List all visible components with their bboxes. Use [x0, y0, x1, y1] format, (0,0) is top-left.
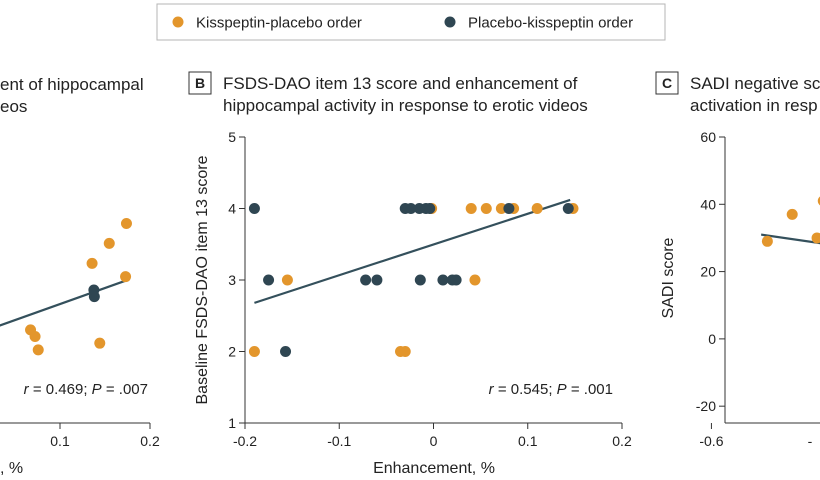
- y-tick-label: 2: [228, 344, 236, 360]
- legend-marker-kisspeptin-placebo: [172, 16, 184, 28]
- point-kisspeptin-placebo: [32, 344, 44, 356]
- panel-b-letter-box: [188, 71, 212, 95]
- panel-b-title-line-2: hippocampal activity in response to erot…: [223, 96, 588, 115]
- point-kisspeptin-placebo: [469, 274, 481, 286]
- point-placebo-kisspeptin: [414, 274, 426, 286]
- panel-a-title-line-2: eos: [0, 97, 27, 116]
- panel-a-fit-line: [0, 279, 126, 327]
- point-kisspeptin-placebo: [120, 217, 132, 229]
- y-tick-label: 60: [700, 129, 716, 145]
- point-placebo-kisspeptin: [424, 203, 436, 214]
- point-kisspeptin-placebo: [103, 237, 115, 249]
- point-kisspeptin-placebo: [817, 196, 820, 206]
- panel-b-y-ticks: 1 2 3 4 5: [228, 129, 245, 431]
- legend-marker-placebo-kisspeptin: [444, 16, 456, 28]
- panel-c-y-ticks: -20 0 20 40 60: [696, 129, 725, 414]
- panel-b: B FSDS-DAO item 13 score and enhancement…: [188, 71, 632, 477]
- panel-c-x-tick-label-partial: -: [808, 433, 813, 449]
- panel-c-title-line-1: SADI negative sc: [690, 74, 820, 93]
- panel-c-points: [761, 196, 820, 247]
- y-tick-label: 0: [708, 331, 716, 347]
- panel-c-y-axis-label: SADI score: [660, 237, 677, 318]
- panel-a-points: [25, 217, 132, 356]
- point-placebo-kisspeptin: [88, 291, 100, 303]
- point-placebo-kisspeptin: [371, 274, 383, 286]
- panel-b-letter: B: [195, 75, 205, 91]
- point-kisspeptin-placebo: [94, 337, 106, 349]
- point-kisspeptin-placebo: [811, 232, 820, 244]
- point-kisspeptin-placebo: [281, 274, 293, 286]
- panel-a-x-tick-label: 0.2: [140, 433, 160, 449]
- panel-a-title-line-1: ent of hippocampal: [0, 75, 144, 94]
- legend-label-placebo-kisspeptin: Placebo-kisspeptin order: [468, 15, 633, 32]
- x-tick-label: 0: [430, 433, 438, 449]
- x-tick-label: 0.1: [518, 433, 538, 449]
- panel-c-letter: C: [662, 75, 672, 91]
- y-tick-label: 3: [228, 272, 236, 288]
- panel-a-x-tick-label: 0.1: [50, 433, 70, 449]
- point-placebo-kisspeptin: [503, 203, 515, 214]
- panel-b-stat-annotation: r = 0.545; P = .001: [489, 381, 613, 398]
- panel-a-stat-annotation: r = 0.469; P = .007: [24, 381, 148, 398]
- point-kisspeptin-placebo: [786, 208, 798, 220]
- point-kisspeptin-placebo: [86, 257, 98, 269]
- point-kisspeptin-placebo: [761, 235, 773, 247]
- point-kisspeptin-placebo: [465, 203, 477, 214]
- panel-c-x-ticks: -0.6-0.4: [699, 423, 724, 449]
- x-tick-label: -0.2: [233, 433, 257, 449]
- point-placebo-kisspeptin: [360, 274, 372, 286]
- x-tick-label: -0.6: [699, 433, 723, 449]
- panel-b-x-axis-label: Enhancement, %: [373, 460, 495, 477]
- panel-c-title-line-2: activation in resp: [690, 96, 818, 115]
- panel-c: C SADI negative sc activation in resp SA…: [655, 71, 820, 449]
- point-kisspeptin-placebo: [29, 331, 41, 343]
- y-tick-label: 1: [228, 415, 236, 431]
- panel-b-points: [248, 203, 579, 357]
- panel-b-x-ticks: -0.2 -0.1 0 0.1 0.2: [233, 423, 632, 449]
- y-tick-label: 5: [228, 129, 236, 145]
- point-kisspeptin-placebo: [531, 203, 543, 214]
- point-kisspeptin-placebo: [480, 203, 492, 214]
- legend: Kisspeptin-placebo order Placebo-kisspep…: [156, 3, 666, 41]
- y-tick-label: -20: [696, 398, 716, 414]
- point-kisspeptin-placebo: [120, 271, 132, 283]
- legend-label-kisspeptin-placebo: Kisspeptin-placebo order: [196, 15, 362, 32]
- panel-b-fit-line: [254, 198, 571, 304]
- point-placebo-kisspeptin: [280, 346, 292, 357]
- x-tick-label: -0.1: [327, 433, 351, 449]
- panel-c-fit-line: [760, 233, 820, 245]
- y-tick-label: 40: [700, 196, 716, 212]
- panel-c-letter-box: [655, 71, 679, 95]
- legend-box: [156, 3, 666, 41]
- point-placebo-kisspeptin: [562, 203, 574, 214]
- point-placebo-kisspeptin: [450, 274, 462, 286]
- y-tick-label: 20: [700, 264, 716, 280]
- y-tick-label: 4: [228, 201, 236, 217]
- point-placebo-kisspeptin: [248, 203, 260, 214]
- panel-b-y-axis-label: Baseline FSDS-DAO item 13 score: [194, 155, 211, 404]
- point-kisspeptin-placebo: [399, 346, 411, 357]
- point-placebo-kisspeptin: [405, 203, 417, 214]
- panel-a: ent of hippocampal eos 0.1 0.2 , % r = 0…: [0, 75, 160, 477]
- panel-b-title-line-1: FSDS-DAO item 13 score and enhancement o…: [223, 74, 578, 93]
- point-placebo-kisspeptin: [437, 274, 449, 286]
- x-tick-label: 0.2: [612, 433, 632, 449]
- point-placebo-kisspeptin: [263, 274, 275, 286]
- panel-a-x-axis-label: , %: [0, 460, 23, 477]
- point-kisspeptin-placebo: [248, 346, 260, 357]
- point-kisspeptin-placebo: [495, 203, 507, 214]
